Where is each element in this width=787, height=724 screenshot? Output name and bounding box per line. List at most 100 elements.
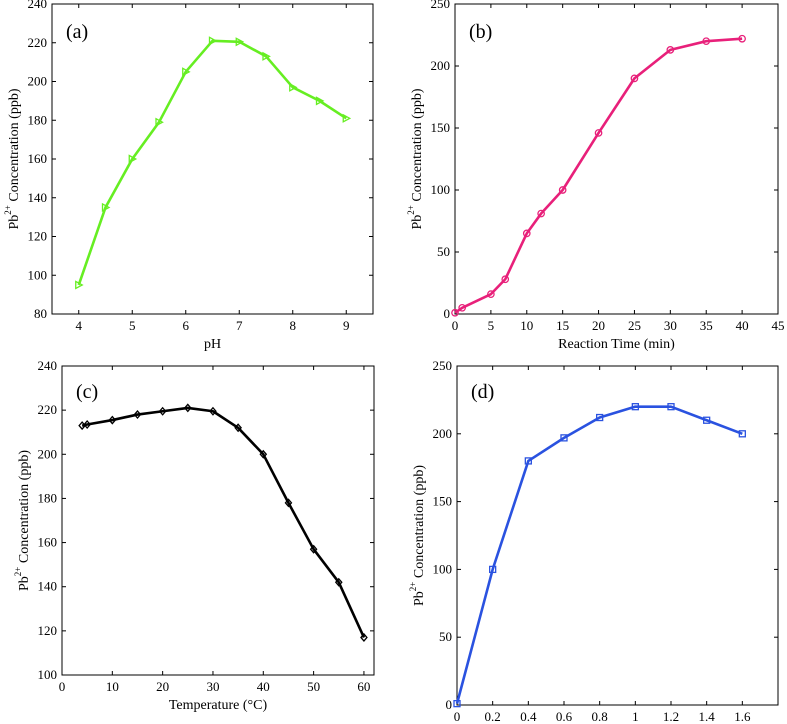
y-tick-label: 50 xyxy=(437,244,450,259)
x-tick-label: 20 xyxy=(156,679,169,694)
data-point-triangle xyxy=(155,117,164,127)
y-tick-label: 200 xyxy=(28,74,48,89)
y-tick-label: 220 xyxy=(28,35,48,50)
data-point-square xyxy=(524,457,532,465)
x-tick-label: 1.2 xyxy=(663,709,679,724)
x-tick-label: 4 xyxy=(76,318,83,333)
data-point-diamond xyxy=(309,544,318,554)
y-axis-label: Pb2+ Concentration (ppb) xyxy=(3,88,22,229)
x-axis-label: Temperature (°C) xyxy=(169,698,268,713)
data-point-circle xyxy=(458,303,467,312)
data-point-square xyxy=(560,434,568,442)
data-point-triangle xyxy=(182,67,191,77)
data-point-triangle xyxy=(208,36,218,46)
panel-label: (d) xyxy=(471,381,494,403)
panel-label: (a) xyxy=(66,21,88,43)
data-point-diamond xyxy=(183,403,192,413)
data-point-triangle xyxy=(289,82,298,92)
y-tick-label: 100 xyxy=(28,267,48,282)
y-tick-label: 180 xyxy=(38,490,58,505)
y-tick-label: 240 xyxy=(28,0,48,11)
y-tick-label: 100 xyxy=(431,182,451,197)
data-point-square xyxy=(738,430,746,438)
y-tick-label: 220 xyxy=(38,402,58,417)
data-point-circle xyxy=(666,46,675,54)
chart-panel-b: 0 5 10 15 20 25 30 35 40 45 0 50 100 150 200 250 Reactio… xyxy=(406,0,785,352)
data-point-circle xyxy=(558,186,567,194)
data-point-square xyxy=(667,403,675,411)
x-tick-label: 10 xyxy=(520,318,533,333)
y-axis-label: Pb2+ Concentration (ppb) xyxy=(13,450,32,591)
data-point-triangle xyxy=(75,280,84,290)
y-tick-label: 100 xyxy=(433,561,453,576)
chart-panel-c: 0 10 20 30 40 50 60 100 120 140 160 180 200 220 240 Tem… xyxy=(13,358,375,713)
data-point-diamond xyxy=(259,449,268,459)
data-point-triangle xyxy=(101,202,111,213)
data-point-diamond xyxy=(234,423,242,433)
data-point-diamond xyxy=(209,406,217,416)
x-tick-label: 45 xyxy=(772,318,785,333)
x-tick-label: 10 xyxy=(106,679,119,694)
chart-panel-a: 4 5 6 7 8 9 80 100 120 140 160 180 200 220 240 pH Pb2+ C… xyxy=(3,0,374,352)
data-point-triangle xyxy=(342,113,352,123)
y-tick-label: 100 xyxy=(38,667,58,682)
y-tick-label: 140 xyxy=(28,190,48,205)
data-point-diamond xyxy=(334,577,343,587)
y-tick-label: 250 xyxy=(431,0,451,11)
x-axis-label: Reaction Time (min) xyxy=(558,337,675,352)
x-tick-label: 0 xyxy=(59,679,66,694)
y-tick-label: 180 xyxy=(28,112,48,127)
x-tick-label: 0 xyxy=(454,709,461,724)
x-tick-label: 40 xyxy=(736,318,749,333)
y-tick-label: 80 xyxy=(34,306,47,321)
x-tick-label: 1.6 xyxy=(734,709,751,724)
x-tick-label: 1 xyxy=(632,709,639,724)
y-tick-label: 200 xyxy=(38,446,58,461)
series-line xyxy=(81,406,366,639)
data-point-circle xyxy=(630,74,639,83)
data-point-circle xyxy=(738,34,746,43)
plot-frame xyxy=(61,365,375,676)
data-point-circle xyxy=(702,37,711,46)
x-tick-label: 25 xyxy=(628,318,641,333)
x-tick-label: 15 xyxy=(556,318,569,333)
panel-label: (b) xyxy=(469,21,492,43)
y-axis-label: Pb2+ Concentration (ppb) xyxy=(408,465,427,606)
data-point-triangle xyxy=(262,51,271,61)
data-point-diamond xyxy=(108,415,117,425)
x-tick-label: 30 xyxy=(664,318,677,333)
data-point-square xyxy=(453,699,461,708)
x-tick-label: 1.4 xyxy=(699,709,716,724)
x-tick-label: 8 xyxy=(290,318,297,333)
y-axis-label: Pb2+ Concentration (ppb) xyxy=(406,88,425,229)
data-point-triangle xyxy=(315,96,325,106)
data-point-circle xyxy=(537,209,545,218)
x-tick-label: 40 xyxy=(257,679,270,694)
x-tick-label: 0.8 xyxy=(592,709,608,724)
y-tick-label: 140 xyxy=(38,579,58,594)
data-point-square xyxy=(703,416,711,424)
plot-frame xyxy=(51,3,374,315)
plot-frame xyxy=(456,365,779,706)
x-tick-label: 35 xyxy=(700,318,713,333)
chart-panel-d: 00.20.40.60.811.21.41.6050100150200250Ap… xyxy=(408,358,779,724)
data-point-circle xyxy=(594,129,603,137)
y-tick-label: 160 xyxy=(28,151,48,166)
x-axis-label: pH xyxy=(204,337,221,352)
panel-label: (c) xyxy=(76,381,98,403)
series-line xyxy=(77,39,347,286)
data-point-square xyxy=(596,413,604,422)
x-tick-label: 7 xyxy=(236,318,243,333)
data-point-square xyxy=(489,565,497,574)
x-tick-label: 6 xyxy=(183,318,190,333)
y-tick-label: 200 xyxy=(431,58,451,73)
x-tick-label: 5 xyxy=(488,318,495,333)
data-point-diamond xyxy=(360,632,368,642)
y-tick-label: 150 xyxy=(433,494,453,509)
y-tick-label: 150 xyxy=(431,120,451,135)
data-point-diamond xyxy=(83,419,92,429)
data-point-triangle xyxy=(235,37,245,47)
data-point-diamond xyxy=(158,406,167,416)
y-tick-label: 120 xyxy=(38,623,58,638)
